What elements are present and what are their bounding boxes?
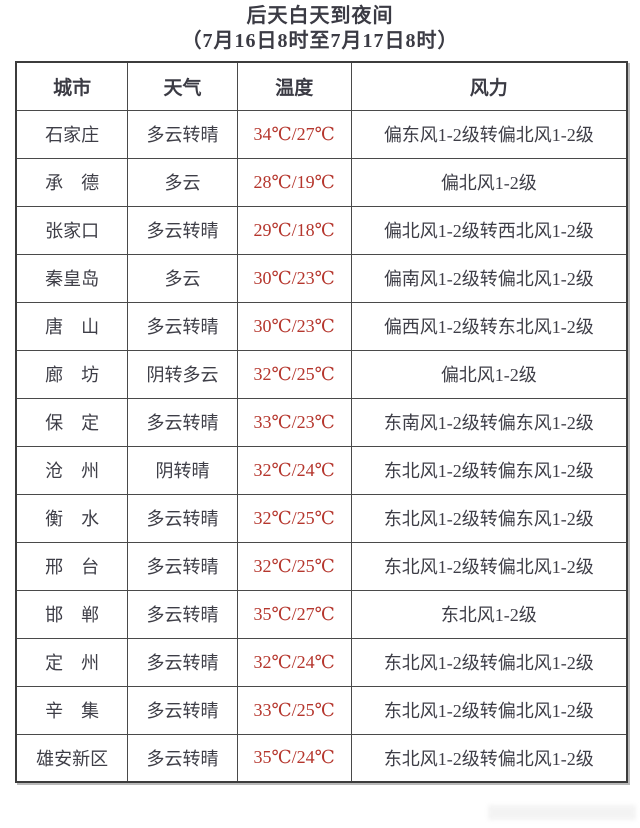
weather-cell: 多云转晴 bbox=[127, 493, 238, 543]
temp-cell: 29℃/18℃ bbox=[236, 205, 352, 255]
table-row: 承 德 多云 28℃/19℃ 偏北风1-2级 bbox=[15, 157, 628, 207]
temp-cell: 28℃/19℃ bbox=[236, 157, 352, 207]
weather-cell: 阴转晴 bbox=[127, 445, 238, 495]
wind-cell: 东北风1-2级转偏北风1-2级 bbox=[350, 733, 628, 783]
wind-cell: 东南风1-2级转偏东风1-2级 bbox=[350, 397, 628, 447]
table-row: 秦皇岛 多云 30℃/23℃ 偏南风1-2级转偏北风1-2级 bbox=[15, 253, 628, 303]
temp-cell: 32℃/24℃ bbox=[236, 637, 352, 687]
table-row: 张家口 多云转晴 29℃/18℃ 偏北风1-2级转西北风1-2级 bbox=[15, 205, 628, 255]
weather-cell: 多云转晴 bbox=[127, 397, 238, 447]
wind-cell: 东北风1-2级转偏北风1-2级 bbox=[350, 637, 628, 687]
city-cell: 辛 集 bbox=[15, 685, 129, 735]
weather-forecast-table: 城市 天气 温度 风力 石家庄 多云转晴 34℃/27℃ 偏东风1-2级转偏北风… bbox=[15, 61, 628, 783]
forecast-title-block: 后天白天到夜间 （7月16日8时至7月17日8时） bbox=[0, 0, 640, 54]
temp-cell: 32℃/25℃ bbox=[236, 493, 352, 543]
temp-cell: 35℃/24℃ bbox=[236, 733, 352, 783]
weather-cell: 多云转晴 bbox=[127, 733, 238, 783]
temp-cell: 32℃/25℃ bbox=[236, 349, 352, 399]
city-cell: 衡 水 bbox=[15, 493, 129, 543]
city-cell: 石家庄 bbox=[15, 109, 129, 159]
wind-cell: 偏东风1-2级转偏北风1-2级 bbox=[350, 109, 628, 159]
header-city: 城市 bbox=[15, 61, 129, 111]
city-cell: 沧 州 bbox=[15, 445, 129, 495]
wind-cell: 东北风1-2级转偏北风1-2级 bbox=[350, 685, 628, 735]
wind-cell: 东北风1-2级转偏北风1-2级 bbox=[350, 541, 628, 591]
weather-cell: 多云转晴 bbox=[127, 301, 238, 351]
weather-cell: 多云转晴 bbox=[127, 205, 238, 255]
weather-cell: 多云转晴 bbox=[127, 541, 238, 591]
temp-cell: 33℃/23℃ bbox=[236, 397, 352, 447]
table-row: 衡 水 多云转晴 32℃/25℃ 东北风1-2级转偏东风1-2级 bbox=[15, 493, 628, 543]
temp-cell: 35℃/27℃ bbox=[236, 589, 352, 639]
city-cell: 承 德 bbox=[15, 157, 129, 207]
table-row: 定 州 多云转晴 32℃/24℃ 东北风1-2级转偏北风1-2级 bbox=[15, 637, 628, 687]
wind-cell: 偏西风1-2级转东北风1-2级 bbox=[350, 301, 628, 351]
weather-cell: 多云转晴 bbox=[127, 637, 238, 687]
city-cell: 廊 坊 bbox=[15, 349, 129, 399]
city-cell: 秦皇岛 bbox=[15, 253, 129, 303]
wind-cell: 偏南风1-2级转偏北风1-2级 bbox=[350, 253, 628, 303]
watermark-smudge bbox=[488, 805, 636, 820]
city-cell: 定 州 bbox=[15, 637, 129, 687]
temp-cell: 32℃/25℃ bbox=[236, 541, 352, 591]
wind-cell: 东北风1-2级转偏东风1-2级 bbox=[350, 445, 628, 495]
weather-cell: 多云 bbox=[127, 253, 238, 303]
city-cell: 张家口 bbox=[15, 205, 129, 255]
weather-cell: 阴转多云 bbox=[127, 349, 238, 399]
table-row: 雄安新区 多云转晴 35℃/24℃ 东北风1-2级转偏北风1-2级 bbox=[15, 733, 628, 783]
table-row: 保 定 多云转晴 33℃/23℃ 东南风1-2级转偏东风1-2级 bbox=[15, 397, 628, 447]
city-cell: 雄安新区 bbox=[15, 733, 129, 783]
wind-cell: 偏北风1-2级 bbox=[350, 349, 628, 399]
temp-cell: 34℃/27℃ bbox=[236, 109, 352, 159]
table-row: 沧 州 阴转晴 32℃/24℃ 东北风1-2级转偏东风1-2级 bbox=[15, 445, 628, 495]
wind-cell: 偏北风1-2级转西北风1-2级 bbox=[350, 205, 628, 255]
wind-cell: 东北风1-2级 bbox=[350, 589, 628, 639]
city-cell: 保 定 bbox=[15, 397, 129, 447]
table-row: 唐 山 多云转晴 30℃/23℃ 偏西风1-2级转东北风1-2级 bbox=[15, 301, 628, 351]
wind-cell: 偏北风1-2级 bbox=[350, 157, 628, 207]
temp-cell: 33℃/25℃ bbox=[236, 685, 352, 735]
table-header: 城市 天气 温度 风力 bbox=[15, 61, 628, 111]
city-cell: 邯 郸 bbox=[15, 589, 129, 639]
table-row: 邢 台 多云转晴 32℃/25℃ 东北风1-2级转偏北风1-2级 bbox=[15, 541, 628, 591]
table-body: 石家庄 多云转晴 34℃/27℃ 偏东风1-2级转偏北风1-2级 承 德 多云 … bbox=[15, 109, 628, 783]
table-row: 廊 坊 阴转多云 32℃/25℃ 偏北风1-2级 bbox=[15, 349, 628, 399]
weather-cell: 多云转晴 bbox=[127, 109, 238, 159]
table-row: 邯 郸 多云转晴 35℃/27℃ 东北风1-2级 bbox=[15, 589, 628, 639]
weather-cell: 多云 bbox=[127, 157, 238, 207]
header-temp: 温度 bbox=[236, 61, 352, 111]
city-cell: 邢 台 bbox=[15, 541, 129, 591]
weather-cell: 多云转晴 bbox=[127, 685, 238, 735]
wind-cell: 东北风1-2级转偏东风1-2级 bbox=[350, 493, 628, 543]
weather-cell: 多云转晴 bbox=[127, 589, 238, 639]
temp-cell: 30℃/23℃ bbox=[236, 301, 352, 351]
table-row: 石家庄 多云转晴 34℃/27℃ 偏东风1-2级转偏北风1-2级 bbox=[15, 109, 628, 159]
page-subtitle: （7月16日8时至7月17日8时） bbox=[181, 30, 459, 52]
header-wind: 风力 bbox=[350, 61, 628, 111]
city-cell: 唐 山 bbox=[15, 301, 129, 351]
temp-cell: 30℃/23℃ bbox=[236, 253, 352, 303]
table-row: 辛 集 多云转晴 33℃/25℃ 东北风1-2级转偏北风1-2级 bbox=[15, 685, 628, 735]
header-weather: 天气 bbox=[127, 61, 238, 111]
page-title: 后天白天到夜间 bbox=[246, 5, 394, 27]
temp-cell: 32℃/24℃ bbox=[236, 445, 352, 495]
header-row: 城市 天气 温度 风力 bbox=[15, 61, 628, 111]
